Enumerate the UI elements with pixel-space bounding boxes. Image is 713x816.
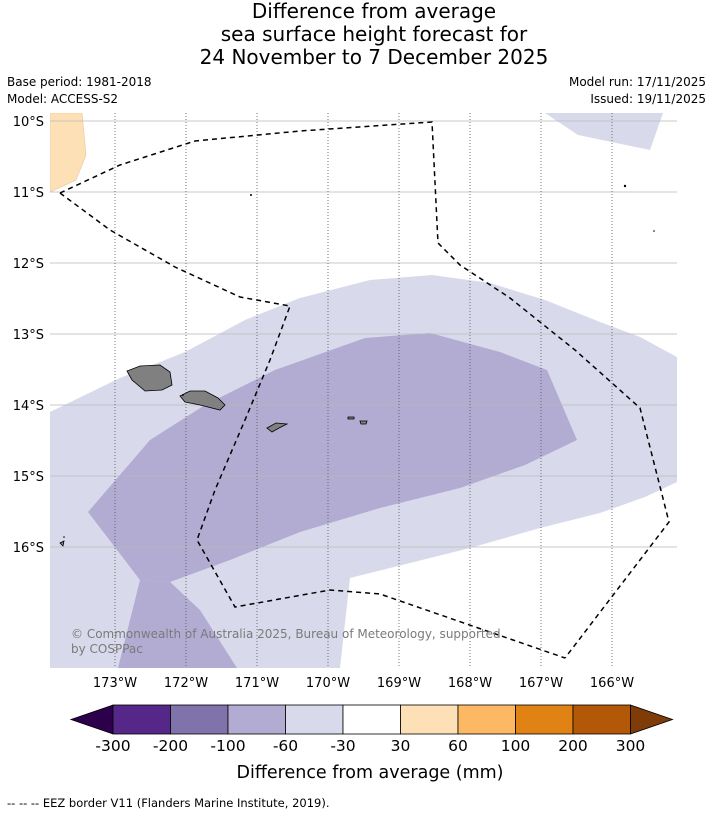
latitude-label: 15°S xyxy=(13,470,44,485)
longitude-label: 171°W xyxy=(235,676,279,691)
longitude-label: 172°W xyxy=(164,676,208,691)
island-manua-2 xyxy=(359,420,368,425)
latitude-label: 16°S xyxy=(13,541,44,556)
title-line-3: 24 November to 7 December 2025 xyxy=(199,45,549,69)
small-islets xyxy=(63,184,655,538)
latitude-label: 14°S xyxy=(13,399,44,414)
colorbar-segment xyxy=(572,704,631,735)
colorbar-segment xyxy=(112,704,171,735)
anomaly-region-plus30-plus60 xyxy=(50,113,87,193)
colorbar-extend-high xyxy=(630,704,674,735)
model-run: Model run: 17/11/2025 xyxy=(568,75,706,89)
title-line-2: sea surface height forecast for xyxy=(220,22,528,46)
map-area: © Commonwealth of Australia 2025, Bureau… xyxy=(50,113,677,668)
colorbar-tick-label: -60 xyxy=(273,737,298,755)
issued-date: Issued: 19/11/2025 xyxy=(590,92,706,106)
latitude-label: 12°S xyxy=(13,257,44,272)
longitude-label: 170°W xyxy=(306,676,350,691)
eez-legend-note: -- -- -- EEZ border V11 (Flanders Marine… xyxy=(7,796,330,810)
longitude-label: 173°W xyxy=(93,676,137,691)
island-manua-1 xyxy=(347,416,355,420)
anomaly-region-south-minus100-minus60 xyxy=(118,580,237,668)
island-savaii xyxy=(126,364,173,392)
longitude-labels: 173°W 172°W 171°W 170°W 169°W 168°W 167°W 166°W xyxy=(93,676,634,691)
colorbar-tick-label: 100 xyxy=(501,737,531,755)
eez-border-north xyxy=(59,121,670,659)
colorbar-tick-labels: -300 -200 -100 -60 -30 30 60 100 200 300 xyxy=(95,737,645,755)
eez-border-west xyxy=(59,192,566,659)
anomaly-region-minus100-minus60 xyxy=(88,333,577,582)
colorbar-tick-label: 60 xyxy=(448,737,468,755)
colorbar-tick-label: -300 xyxy=(95,737,130,755)
copyright-line-2: by COSPPac xyxy=(71,642,143,656)
meta-right: Model run: 17/11/2025 Issued: 19/11/2025 xyxy=(569,74,706,108)
island-tutuila xyxy=(266,422,289,433)
model-name: Model: ACCESS-S2 xyxy=(7,92,119,106)
island-west xyxy=(59,540,65,547)
eez-borders xyxy=(59,121,670,659)
colorbar xyxy=(69,704,674,735)
longitude-label: 168°W xyxy=(448,676,492,691)
latitude-label: 13°S xyxy=(13,328,44,343)
colorbar-segment xyxy=(457,704,516,735)
longitude-label: 166°W xyxy=(590,676,634,691)
colorbar-segment xyxy=(342,704,401,735)
latitude-label: 10°S xyxy=(13,115,44,130)
colorbar-tick-label: -200 xyxy=(153,737,188,755)
map-title: Difference from average sea surface heig… xyxy=(0,0,713,69)
title-line-1: Difference from average xyxy=(251,0,497,23)
longitude-label: 169°W xyxy=(377,676,421,691)
longitude-gridlines xyxy=(114,113,613,668)
colorbar-segment xyxy=(285,704,344,735)
colorbar-extend-low xyxy=(69,704,114,735)
meta-left: Base period: 1981-2018 Model: ACCESS-S2 xyxy=(7,74,152,108)
copyright-line-1: © Commonwealth of Australia 2025, Bureau… xyxy=(71,627,501,641)
latitude-gridlines xyxy=(50,120,677,548)
colorbar-tick-label: -100 xyxy=(210,737,245,755)
longitude-label: 167°W xyxy=(519,676,563,691)
colorbar-segment xyxy=(170,704,229,735)
latitude-labels: 10°S 11°S 12°S 13°S 14°S 15°S 16°S xyxy=(13,115,44,556)
colorbar-tick-label: 200 xyxy=(558,737,588,755)
anomaly-region-ne-minus60-minus30 xyxy=(545,113,663,150)
colorbar-tick-label: 30 xyxy=(391,737,411,755)
base-period: Base period: 1981-2018 xyxy=(7,75,152,89)
colorbar-segment xyxy=(400,704,459,735)
colorbar-segment xyxy=(515,704,574,735)
islands xyxy=(59,364,368,547)
island-upolu xyxy=(179,390,226,411)
colorbar-tick-label: -30 xyxy=(330,737,355,755)
colorbar-tick-label: 300 xyxy=(616,737,646,755)
colorbar-label: Difference from average (mm) xyxy=(236,763,503,783)
colorbar-segment xyxy=(227,704,286,735)
latitude-label: 11°S xyxy=(13,186,44,201)
